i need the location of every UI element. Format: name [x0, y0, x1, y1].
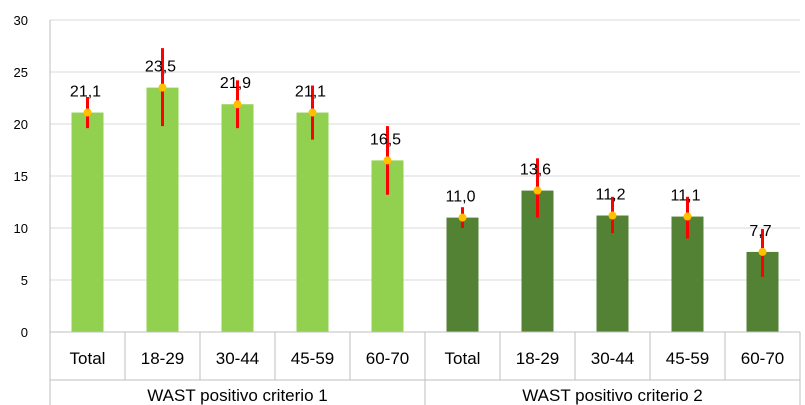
bar [71, 112, 104, 332]
bar [146, 87, 179, 332]
data-label: 13,6 [520, 162, 551, 179]
data-label: 21,9 [220, 75, 251, 92]
x-tick-label: 60-70 [366, 349, 409, 368]
x-tick-label: 60-70 [741, 349, 784, 368]
data-labels: 21,1 23,5 21,9 21,1 16,5 11,0 13,6 11,2 11,1 7,7 [70, 59, 772, 240]
bars [71, 87, 779, 333]
y-tick-label: 25 [14, 65, 28, 80]
bar [296, 112, 329, 332]
bar [446, 217, 479, 332]
x-tick-label: Total [445, 349, 481, 368]
value-marker [233, 100, 242, 109]
value-marker [683, 212, 692, 221]
data-label: 11,2 [596, 187, 626, 204]
y-tick-label: 30 [14, 13, 28, 28]
bar [596, 215, 629, 332]
data-label: 23,5 [145, 59, 176, 76]
x-axis-groups: WAST positivo criterio 1 WAST positivo cr… [147, 386, 702, 405]
data-label: 11,0 [446, 189, 476, 206]
y-tick-label: 5 [21, 273, 28, 288]
value-marker [383, 156, 392, 165]
value-marker [458, 213, 467, 222]
value-marker [158, 83, 167, 92]
y-tick-label: 15 [14, 169, 28, 184]
axes [49, 20, 801, 405]
value-marker [608, 211, 617, 220]
x-tick-label: Total [70, 349, 106, 368]
y-axis-ticks: 0 5 10 15 20 25 30 [14, 13, 28, 340]
y-tick-label: 0 [21, 325, 28, 340]
x-tick-label: 45-59 [291, 349, 334, 368]
value-marker [308, 108, 317, 117]
data-label: 7,7 [749, 223, 771, 240]
data-label: 21,1 [295, 84, 326, 101]
x-tick-label: 30-44 [216, 349, 259, 368]
data-label: 11,1 [671, 188, 701, 205]
bar [221, 104, 254, 333]
x-tick-label: 18-29 [141, 349, 184, 368]
x-tick-label: 18-29 [516, 349, 559, 368]
y-tick-label: 20 [14, 117, 28, 132]
value-marker [758, 247, 767, 256]
value-marker [83, 108, 92, 117]
error-bars [83, 48, 767, 277]
y-tick-label: 10 [14, 221, 28, 236]
value-marker [533, 186, 542, 195]
x-tick-label: 30-44 [591, 349, 634, 368]
data-label: 21,1 [70, 84, 101, 101]
group-label: WAST positivo criterio 1 [147, 386, 327, 405]
x-axis-categories: Total 18-29 30-44 45-59 60-70 Total 18-29 30-44… [70, 349, 785, 368]
x-tick-label: 45-59 [666, 349, 709, 368]
group-label: WAST positivo criterio 2 [522, 386, 702, 405]
data-label: 16,5 [370, 131, 401, 148]
